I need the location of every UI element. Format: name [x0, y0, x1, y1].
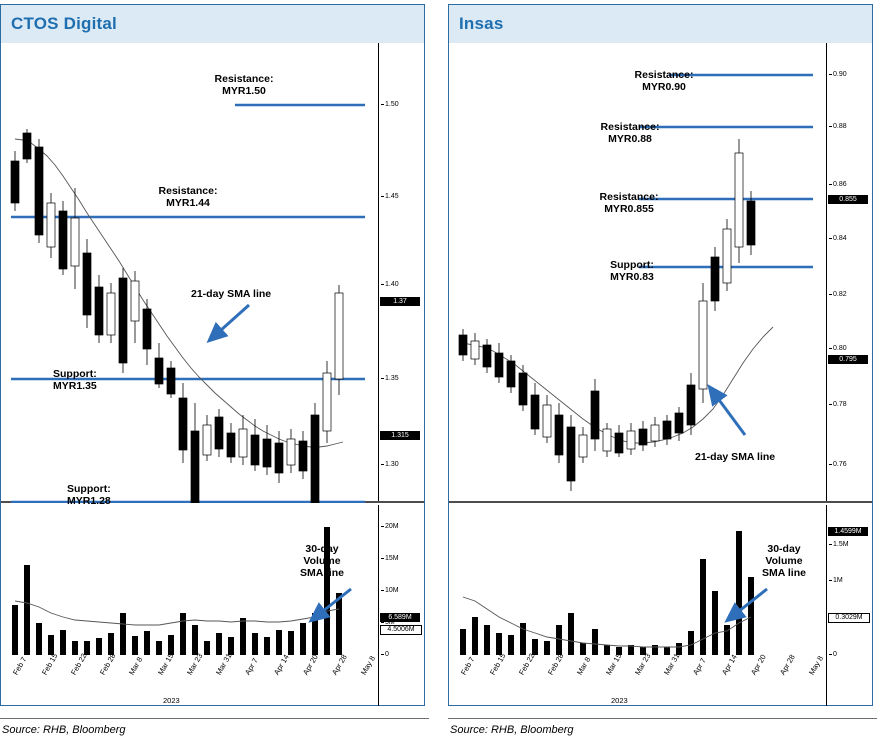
axis-tick: 0.80: [833, 345, 847, 352]
axis-tick: 0.90: [833, 71, 847, 78]
x-axis-year: 2023: [163, 696, 180, 705]
axis-tick: 0: [385, 651, 389, 658]
volume-tag-current: 1.4599M: [828, 527, 868, 536]
sma-arrow-icon: [206, 303, 251, 344]
price-tag-resistance: 0.855: [828, 195, 868, 204]
annotation-sma-21: 21-day SMA line: [695, 451, 776, 463]
volume-axis: 1.5M 1M 0.5M 0 1.4599M 0.3029M: [826, 505, 870, 706]
volume-pane: 1.5M 1M 0.5M 0 1.4599M 0.3029M 30-day Vo…: [449, 505, 872, 706]
price-tag-current: 0.795: [828, 355, 868, 364]
x-axis-year: 2023: [611, 696, 628, 705]
volume-svg: [12, 527, 342, 655]
volume-pane: 20M 15M 10M 5M 0 6.589M 4.5006M 30-day V…: [1, 505, 424, 706]
volume-tag-sma: 4.5006M: [380, 625, 422, 635]
price-pane: 1.50 1.45 1.40 1.35 1.30 1.37 1.315 Resi…: [1, 43, 424, 507]
axis-tick: 0: [833, 651, 837, 658]
volume-bars: [460, 531, 754, 655]
x-axis: Feb 7 Feb 15 Feb 22 Feb 28 Mar 8 Mar 15 …: [5, 652, 377, 706]
price-axis: 0.90 0.88 0.86 0.84 0.82 0.80 0.78 0.76 …: [826, 43, 870, 501]
axis-tick: 20M: [385, 523, 399, 530]
volume-sma-30-line: [14, 600, 340, 626]
axis-tick: 1.35: [385, 375, 399, 382]
axis-tick: 10M: [385, 587, 399, 594]
axis-tick: 1.5M: [833, 541, 849, 548]
source-divider: [448, 718, 877, 719]
volume-tag-sma: 0.3029M: [828, 613, 870, 623]
price-pane: 0.90 0.88 0.86 0.84 0.82 0.80 0.78 0.76 …: [449, 43, 872, 503]
annotation-resistance-0855: Resistance: MYR0.855: [599, 191, 659, 215]
volume-plot: [453, 505, 823, 706]
volume-axis: 20M 15M 10M 5M 0 6.589M 4.5006M: [378, 505, 422, 706]
volume-sma-30-line: [462, 596, 752, 648]
panel-ctos-digital: CTOS Digital: [0, 0, 429, 736]
volume-bars: [12, 527, 342, 655]
chart-frame: [0, 4, 425, 706]
annotation-support-135: Support: MYR1.35: [53, 368, 97, 392]
x-axis: Feb 7 Feb 15 Feb 22 Feb 28 Mar 8 Mar 15 …: [453, 652, 825, 706]
panel-title-bar: Insas: [449, 5, 872, 43]
annotation-support-083: Support: MYR0.83: [610, 259, 654, 283]
annotation-support-128: Support: MYR1.28: [67, 483, 111, 507]
source-divider: [0, 718, 429, 719]
axis-tick: 1.45: [385, 193, 399, 200]
panel-insas: Insas: [448, 0, 877, 736]
annotation-sma-21: 21-day SMA line: [191, 288, 272, 300]
price-tag-secondary: 1.315: [380, 431, 420, 440]
source-note: Source: RHB, Bloomberg: [2, 724, 126, 736]
price-tag-current: 1.37: [380, 297, 420, 306]
chart-frame: [448, 4, 873, 706]
price-plot: [5, 43, 375, 503]
annotation-volume-sma: 30-day Volume SMA line: [762, 543, 806, 579]
axis-tick: 5M: [385, 619, 395, 626]
sma-arrow-icon: [707, 384, 747, 436]
candles: [10, 129, 344, 503]
candles: [458, 139, 756, 491]
axis-tick: 15M: [385, 555, 399, 562]
price-axis: 1.50 1.45 1.40 1.35 1.30 1.37 1.315: [378, 43, 422, 501]
volume-svg: [460, 531, 754, 655]
axis-tick: 0.84: [833, 235, 847, 242]
axis-tick: 0.82: [833, 291, 847, 298]
axis-tick: 0.76: [833, 461, 847, 468]
volume-sma-arrow-icon: [308, 587, 352, 623]
axis-tick: 1.50: [385, 101, 399, 108]
panel-title-bar: CTOS Digital: [1, 5, 424, 43]
annotation-resistance-088: Resistance: MYR0.88: [600, 121, 660, 145]
annotation-resistance-144: Resistance: MYR1.44: [158, 185, 218, 209]
chart-area: 1.50 1.45 1.40 1.35 1.30 1.37 1.315 Resi…: [1, 43, 424, 706]
price-svg: [10, 103, 365, 503]
annotation-resistance-150: Resistance: MYR1.50: [214, 73, 274, 97]
page-title: CTOS Digital: [11, 14, 117, 33]
axis-tick: 0.88: [833, 123, 847, 130]
page-title: Insas: [459, 14, 504, 33]
volume-plot: [5, 505, 375, 706]
axis-tick: 0.78: [833, 401, 847, 408]
source-note: Source: RHB, Bloomberg: [450, 724, 574, 736]
axis-tick: 1.30: [385, 461, 399, 468]
axis-tick: 1M: [833, 577, 843, 584]
axis-tick: 0.86: [833, 181, 847, 188]
volume-tag-current: 6.589M: [380, 613, 420, 622]
annotation-volume-sma: 30-day Volume SMA line: [300, 543, 344, 579]
chart-area: 0.90 0.88 0.86 0.84 0.82 0.80 0.78 0.76 …: [449, 43, 872, 706]
volume-sma-arrow-icon: [724, 587, 768, 623]
axis-tick: 1.40: [385, 281, 399, 288]
annotation-resistance-090: Resistance: MYR0.90: [634, 69, 694, 93]
